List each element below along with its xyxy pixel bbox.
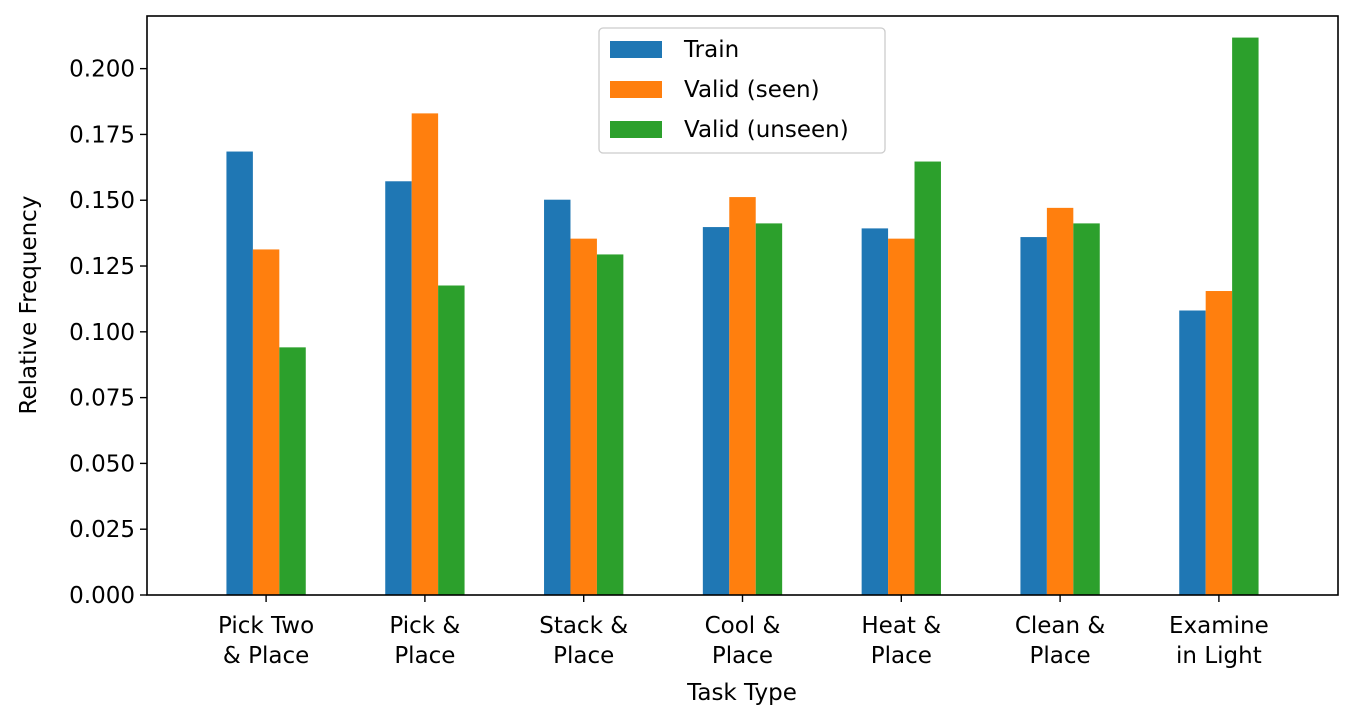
bar-valid-seen-5 — [1046, 207, 1074, 596]
bar-valid-unseen-3 — [755, 223, 783, 595]
x-tick-label: Examine in Light — [1169, 613, 1269, 669]
legend-swatch — [610, 41, 662, 58]
y-tick-label: 0.025 — [69, 517, 135, 543]
x-tick-label-line: Pick & — [389, 613, 460, 639]
x-tick-label-line: Examine — [1169, 613, 1269, 639]
x-tick-label-line: Place — [1030, 643, 1091, 669]
bar-valid-unseen-2 — [596, 254, 624, 595]
y-tick-label: 0.050 — [69, 451, 135, 477]
x-tick-label-line: Clean & — [1015, 613, 1106, 639]
legend-label: Valid (unseen) — [684, 117, 849, 143]
bar-valid-seen-3 — [729, 197, 756, 595]
bar-valid-seen-4 — [888, 238, 915, 595]
x-tick-label: Pick & Place — [389, 613, 460, 669]
x-tick-label-line: Heat & — [861, 613, 941, 639]
x-tick-label-line: & Place — [223, 643, 309, 669]
legend-label: Train — [683, 37, 739, 63]
x-tick-label: Heat & Place — [861, 613, 941, 669]
legend-swatch — [610, 121, 662, 138]
y-tick-label: 0.075 — [69, 386, 135, 412]
bar-valid-seen-1 — [411, 113, 439, 595]
x-tick-label-line: Place — [871, 643, 932, 669]
bar-train-5 — [1020, 237, 1047, 595]
legend-swatch — [610, 81, 662, 98]
y-tick-label: 0.175 — [69, 122, 135, 148]
x-tick-label-line: Place — [712, 643, 773, 669]
x-tick-label-line: Place — [394, 643, 455, 669]
x-tick-label-line: Stack & — [539, 613, 628, 639]
x-tick-label: Clean & Place — [1015, 613, 1106, 669]
legend-frame — [598, 27, 886, 154]
y-tick-label: 0.150 — [69, 188, 135, 214]
x-tick-label-line: in Light — [1176, 643, 1262, 669]
y-axis-title: Relative Frequency — [16, 196, 42, 415]
x-tick-label-line: Place — [553, 643, 614, 669]
bar-train-4 — [861, 228, 889, 595]
x-tick-label: Pick Two & Place — [218, 613, 314, 669]
bar-train-1 — [385, 181, 412, 595]
y-tick-label: 0.125 — [69, 254, 135, 280]
bar-train-0 — [226, 151, 253, 596]
y-tick-label: 0.100 — [69, 320, 135, 346]
bar-valid-unseen-5 — [1073, 223, 1100, 595]
bar-valid-unseen-6 — [1232, 37, 1259, 595]
bars-layer — [226, 37, 1259, 596]
bar-train-2 — [544, 199, 571, 595]
bar-valid-unseen-1 — [438, 285, 465, 595]
bar-valid-seen-6 — [1205, 291, 1233, 595]
legend-label: Valid (seen) — [684, 77, 820, 103]
bar-valid-unseen-4 — [914, 161, 941, 596]
legend: Train Valid (seen) Valid (unseen) — [598, 27, 886, 154]
bar-train-6 — [1179, 310, 1206, 595]
x-tick-label-line: Cool & — [705, 613, 781, 639]
x-tick-label: Cool & Place — [705, 613, 781, 669]
bar-valid-unseen-0 — [279, 347, 306, 595]
y-axis: 0.000 0.025 0.050 0.075 0.100 0.125 0.150 0.175… — [69, 57, 147, 609]
plot-frame — [146, 15, 1339, 596]
y-tick-label: 0.200 — [69, 57, 135, 83]
bar-train-3 — [702, 227, 730, 595]
bar-valid-seen-2 — [570, 238, 597, 595]
y-tick-label: 0.000 — [69, 583, 135, 609]
x-axis-title: Task Type — [686, 680, 797, 706]
x-tick-label-line: Pick Two — [218, 613, 314, 639]
x-tick-label: Stack & Place — [539, 613, 628, 669]
bar-valid-seen-0 — [252, 249, 280, 595]
